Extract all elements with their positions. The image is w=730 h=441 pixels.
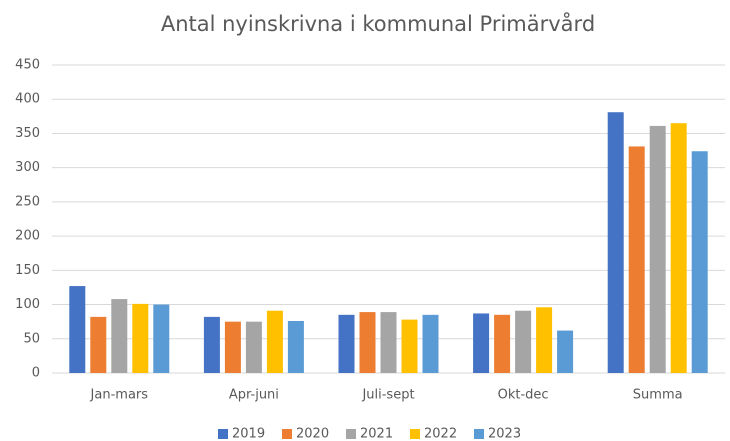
bar xyxy=(380,312,397,373)
legend-label: 2020 xyxy=(296,427,329,441)
bar xyxy=(401,319,418,373)
y-tick-label: 150 xyxy=(15,263,40,278)
bar xyxy=(245,321,262,373)
bar xyxy=(338,314,355,373)
bar xyxy=(90,316,107,373)
y-tick-label: 300 xyxy=(15,160,40,175)
legend-swatch xyxy=(282,429,292,439)
bar xyxy=(69,286,86,373)
legend-label: 2023 xyxy=(488,427,521,441)
bar xyxy=(536,307,553,373)
bar xyxy=(628,146,645,373)
y-tick-label: 450 xyxy=(15,58,40,73)
y-tick-label: 350 xyxy=(15,126,40,141)
legend-swatch xyxy=(346,429,356,439)
bar xyxy=(473,313,490,373)
bar xyxy=(649,125,666,373)
bar xyxy=(153,304,170,373)
y-tick-label: 50 xyxy=(23,331,40,346)
legend-swatch xyxy=(218,429,228,439)
bar xyxy=(422,314,439,373)
x-tick-label: Summa xyxy=(633,388,683,403)
y-tick-label: 200 xyxy=(15,229,40,244)
y-tick-label: 400 xyxy=(15,92,40,107)
legend-swatch xyxy=(410,429,420,439)
y-tick-label: 0 xyxy=(32,366,40,381)
bar xyxy=(287,320,304,373)
x-tick-label: Juli-sept xyxy=(361,388,414,403)
x-tick-label: Apr-juni xyxy=(229,388,279,403)
bar xyxy=(266,310,283,373)
bar xyxy=(670,123,687,373)
legend-label: 2021 xyxy=(360,427,393,441)
legend-swatch xyxy=(474,429,484,439)
bar xyxy=(224,321,241,373)
bar xyxy=(111,299,128,373)
legend-label: 2022 xyxy=(424,427,457,441)
chart-title: Antal nyinskrivna i kommunal Primärvård xyxy=(161,11,595,36)
bar xyxy=(691,151,708,373)
bar xyxy=(515,310,532,373)
bar xyxy=(132,303,149,373)
x-tick-label: Jan-mars xyxy=(90,388,149,403)
bar xyxy=(203,316,220,373)
bar xyxy=(607,112,624,373)
y-tick-label: 250 xyxy=(15,194,40,209)
bar xyxy=(494,314,511,373)
x-tick-label: Okt-dec xyxy=(498,388,549,403)
bar xyxy=(359,312,376,373)
bar xyxy=(557,330,574,373)
legend-label: 2019 xyxy=(232,427,265,441)
y-tick-label: 100 xyxy=(15,297,40,312)
